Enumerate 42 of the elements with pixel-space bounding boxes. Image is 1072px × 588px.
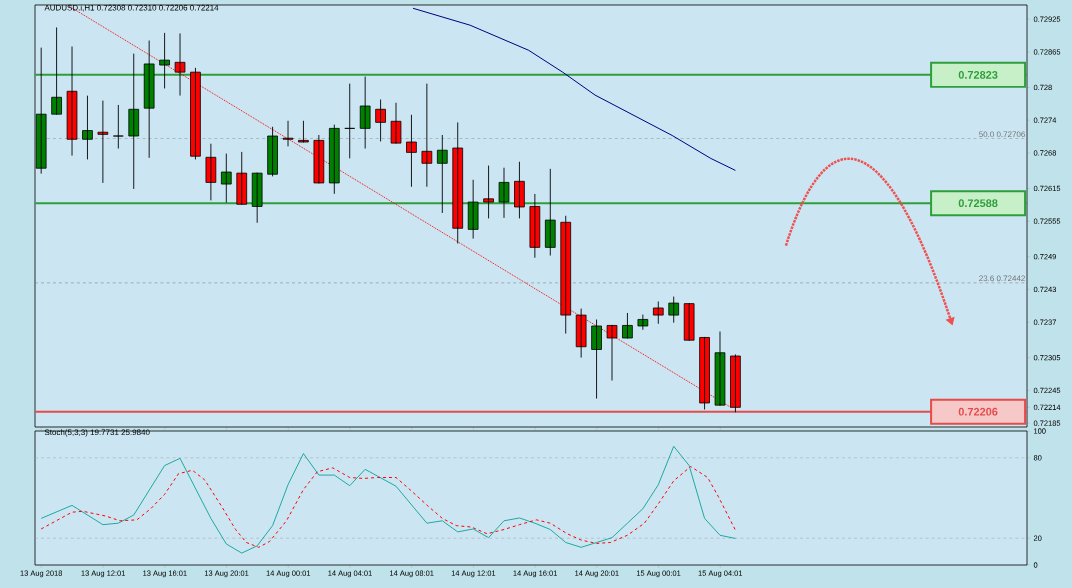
candlestick [128,53,140,189]
candlestick [591,319,602,399]
candlestick [683,303,695,341]
candlestick [436,135,448,213]
candlestick [174,33,186,96]
ref-line-label: 0.72588 [958,199,998,208]
candlestick [714,331,726,406]
candlestick [112,105,124,149]
candlestick [406,114,417,187]
candlestick [82,95,93,160]
ref-line-label: 0.72206 [958,407,998,416]
candlestick [220,153,232,203]
candlestick [467,179,479,239]
candlestick [637,314,649,330]
candlestick [622,313,633,339]
candlestick [190,67,201,160]
candlestick [483,165,494,219]
candlestick [66,46,78,156]
candlestick [251,172,263,223]
candlestick [498,167,510,218]
line-series [40,466,736,548]
candlestick [159,32,170,89]
candlestick [344,83,356,159]
candlestick [51,27,62,115]
candlestick [390,102,402,144]
candlestick [652,301,664,324]
candlestick [606,325,618,381]
candlestick [282,120,294,147]
candlestick [452,122,464,244]
candlestick [267,126,278,177]
candlestick [328,124,340,194]
candlestick [236,151,248,205]
candlestick [514,161,525,219]
candlestick [143,40,155,158]
candlestick [668,296,680,323]
line-series [40,445,736,554]
candlestick [359,76,371,149]
candlestick [298,120,309,143]
candlestick [375,99,386,142]
ref-line-label: 0.72823 [958,71,998,79]
candlestick [560,215,572,334]
candlestick [544,168,556,256]
